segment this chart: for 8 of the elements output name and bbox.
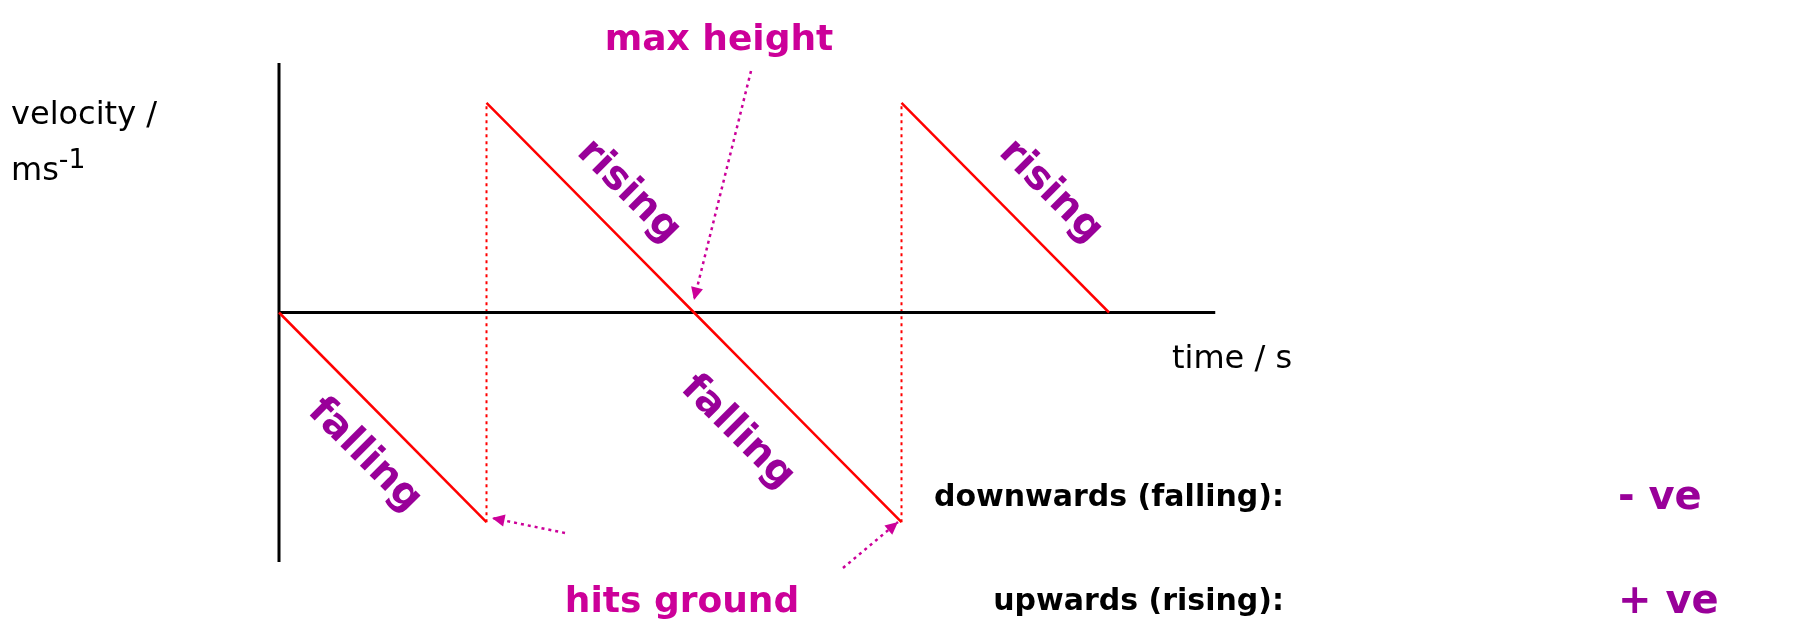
text: + ve <box>1618 576 1719 622</box>
y-axis-title: velocity / ms$^{-1}$ <box>11 93 158 190</box>
x-axis-title: time / s <box>1172 338 1293 376</box>
text: - ve <box>1618 472 1702 518</box>
text: upwards (rising): <box>993 581 1284 617</box>
text: hits ground <box>564 578 800 620</box>
text: max height <box>604 16 834 58</box>
annotation: downwards (falling): <box>933 477 1284 513</box>
